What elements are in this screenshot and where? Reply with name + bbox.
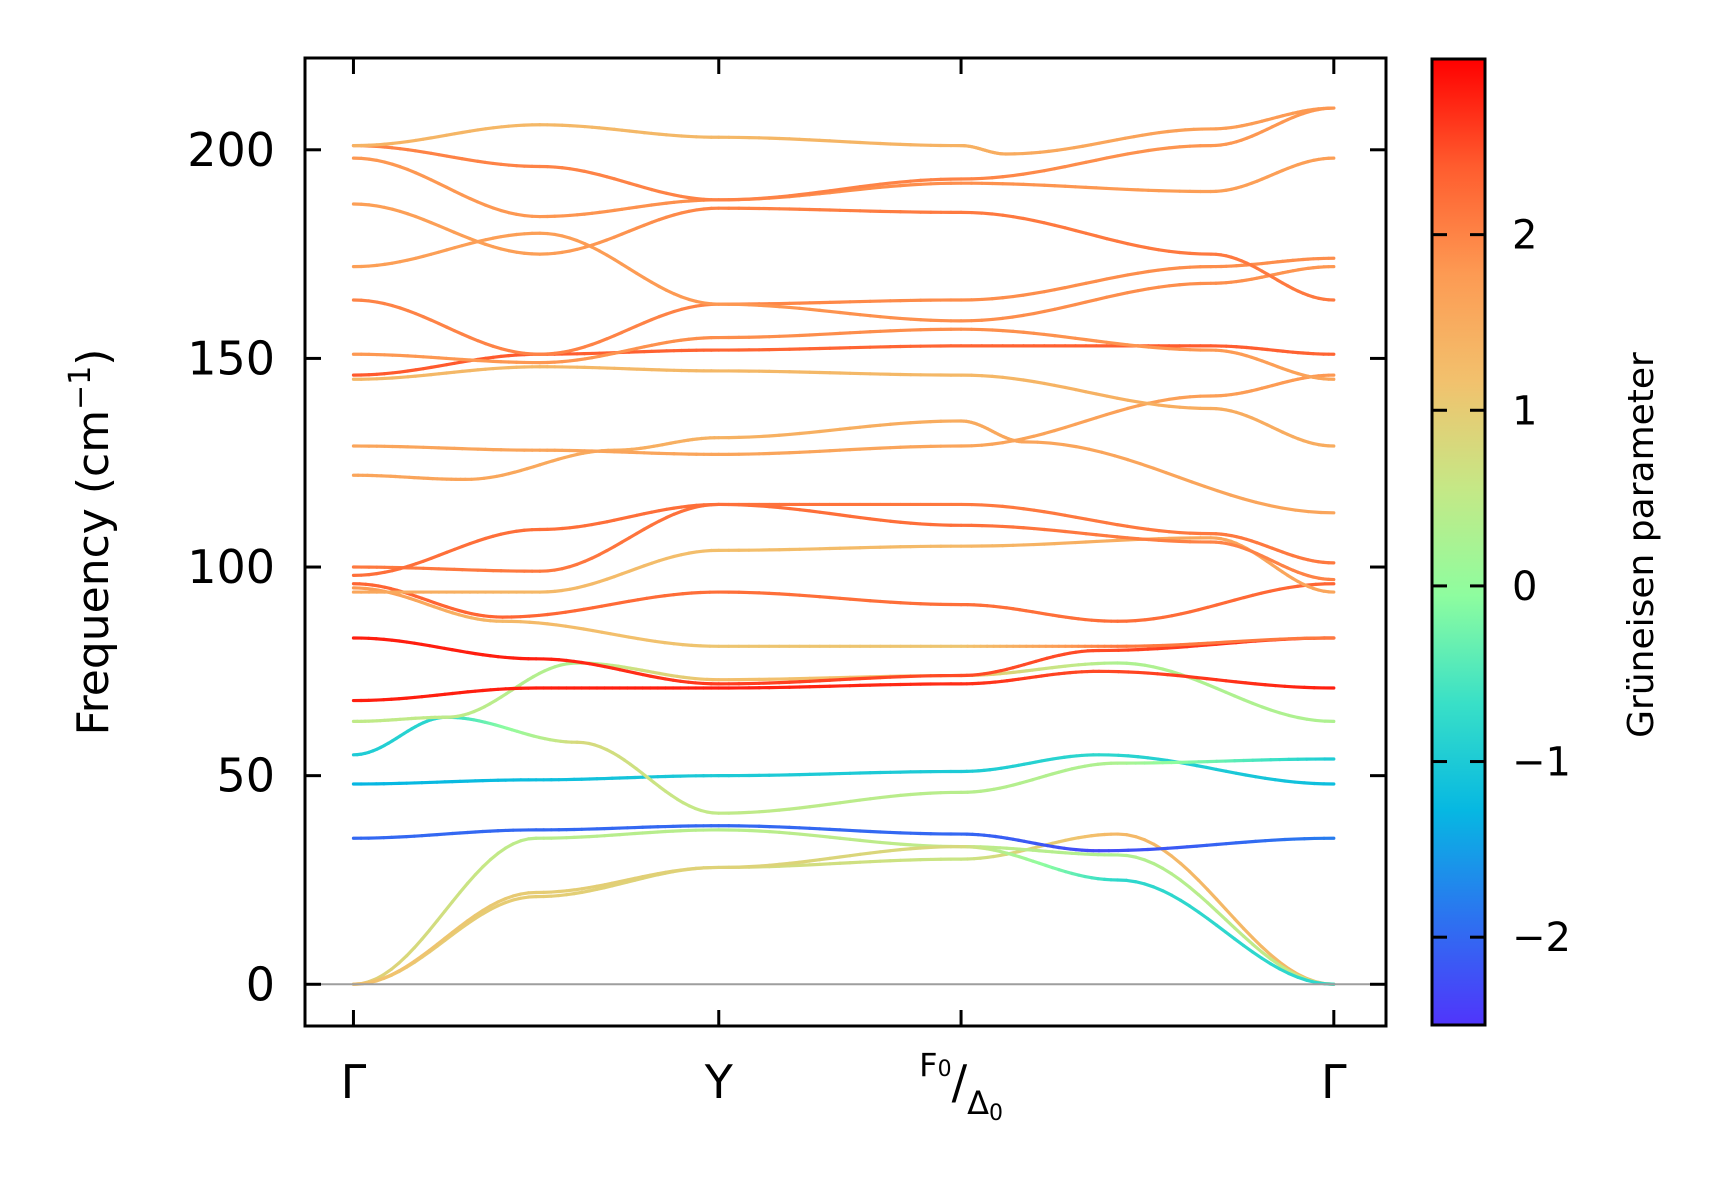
colorbar-title: Grüneisen parameter xyxy=(1621,352,1662,738)
band-13 xyxy=(351,502,1336,582)
colorbar xyxy=(1430,57,1487,1027)
band-10 xyxy=(351,586,1336,648)
band-20 xyxy=(351,256,1336,356)
band-25 xyxy=(351,106,1336,156)
y-tick-label: 0 xyxy=(246,957,275,1011)
colorbar-tick-label: 0 xyxy=(1512,564,1537,610)
band-5 xyxy=(351,753,1336,786)
band-2 xyxy=(351,828,1336,986)
band-19 xyxy=(351,327,1336,381)
band-15 xyxy=(351,419,1336,515)
colorbar-tick-label: −1 xyxy=(1512,740,1571,786)
band-16 xyxy=(351,373,1336,456)
band-18 xyxy=(351,344,1336,377)
x-tick-label: Y xyxy=(704,1055,734,1109)
band-lines xyxy=(351,106,1336,986)
band-14 xyxy=(351,502,1336,577)
band-21 xyxy=(351,231,1336,323)
colorbar-ticks: −2 −1 0 1 2 xyxy=(1432,213,1571,961)
x-tick-label: Γ xyxy=(1321,1055,1347,1109)
x-tick-label: Γ xyxy=(341,1055,367,1109)
y-tick-label: 200 xyxy=(187,123,275,177)
colorbar-tick-label: 2 xyxy=(1512,213,1537,259)
band-7 xyxy=(351,661,1336,724)
colorbar-tick-label: −2 xyxy=(1512,915,1571,961)
band-4 xyxy=(351,824,1336,853)
y-axis: 0 50 100 150 200 xyxy=(187,123,1386,1011)
y-tick-label: 100 xyxy=(187,540,275,594)
band-6 xyxy=(351,715,1336,815)
band-8 xyxy=(351,669,1336,703)
y-tick-label: 150 xyxy=(187,331,275,385)
x-axis: Γ Y F0/Δ0 Γ xyxy=(341,58,1347,1126)
band-11 xyxy=(351,582,1336,623)
plot-frame xyxy=(303,56,1388,1028)
band-24 xyxy=(351,106,1336,202)
y-axis-title: Frequency (cm−1) xyxy=(63,349,119,736)
band-22 xyxy=(351,202,1336,302)
colorbar-tick-label: 1 xyxy=(1512,388,1537,434)
y-tick-label: 50 xyxy=(216,749,275,803)
band-17 xyxy=(351,365,1336,448)
band-12 xyxy=(351,536,1336,594)
x-tick-label: F0/Δ0 xyxy=(919,1046,1003,1126)
